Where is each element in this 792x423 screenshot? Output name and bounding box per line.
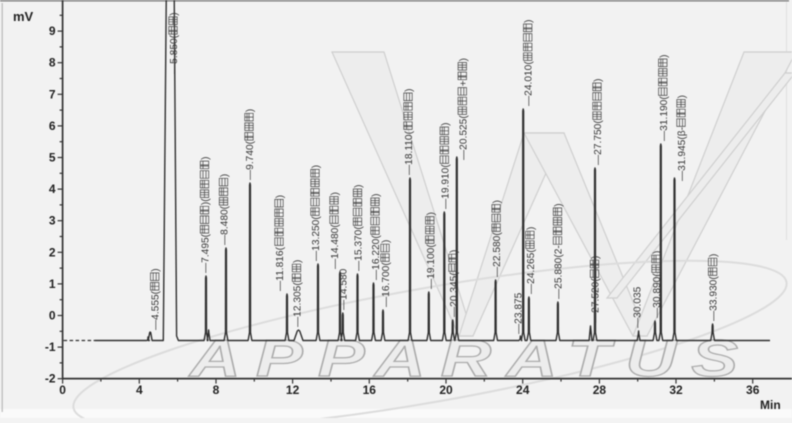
svg-text:): ) [275, 195, 286, 198]
svg-text:2: 2 [49, 245, 56, 259]
svg-text:—19.910(: —19.910( [440, 164, 451, 209]
svg-text:24: 24 [516, 383, 530, 397]
svg-text:—11.816(: —11.816( [275, 246, 286, 291]
svg-text:—33.930(: —33.930( [709, 276, 720, 321]
svg-text:9: 9 [49, 24, 56, 38]
svg-text:): ) [677, 95, 688, 98]
svg-text:12: 12 [286, 383, 300, 397]
svg-text:): ) [524, 19, 535, 22]
svg-text:): ) [354, 184, 365, 187]
svg-text:): ) [659, 54, 670, 57]
svg-text:): ) [449, 250, 460, 253]
svg-text:): ) [426, 212, 437, 215]
svg-text:—30.035: —30.035 [633, 286, 644, 328]
svg-text:—7.495(: —7.495( [201, 233, 212, 273]
svg-text:3: 3 [49, 214, 56, 228]
svg-text:—16.700(: —16.700( [381, 262, 392, 307]
svg-text:—24.265(: —24.265( [526, 249, 537, 294]
svg-text:—31.190(: —31.190( [659, 96, 670, 141]
svg-text:): ) [330, 192, 341, 195]
svg-text:): ) [404, 88, 415, 91]
svg-text:—9.740(: —9.740( [245, 140, 256, 180]
svg-text:36: 36 [746, 383, 760, 397]
svg-text:mV: mV [13, 9, 34, 24]
svg-text:-2: -2 [45, 372, 56, 386]
svg-text:7: 7 [49, 87, 56, 101]
svg-text:): ) [652, 251, 663, 254]
svg-text:—24.010(: —24.010( [524, 61, 535, 106]
svg-text:—18.110(: —18.110( [404, 130, 415, 175]
svg-text:—27.520(: —27.520( [591, 278, 602, 323]
svg-text:): ) [381, 240, 392, 243]
svg-text:—8.480(: —8.480( [220, 205, 231, 245]
svg-text:—22.580(: —22.580( [492, 232, 503, 277]
svg-text:): ) [201, 156, 212, 159]
svg-text:28: 28 [593, 383, 607, 397]
svg-text:6: 6 [49, 119, 56, 133]
svg-text:—30.890(: —30.890( [652, 273, 663, 318]
svg-text:—23.875: —23.875 [513, 292, 524, 334]
svg-text:): ) [311, 165, 322, 168]
svg-text:32: 32 [669, 383, 683, 397]
svg-text:8: 8 [213, 383, 220, 397]
svg-text:): ) [440, 122, 451, 125]
svg-text:): ) [492, 200, 503, 203]
svg-text:): ) [709, 254, 720, 257]
svg-text:+: + [458, 80, 469, 86]
svg-text:): ) [458, 58, 469, 61]
svg-text:—16.220(: —16.220( [371, 235, 382, 280]
svg-text:—31.945(β-: —31.945(β- [677, 127, 688, 181]
svg-text:—20.345(: —20.345( [449, 272, 460, 317]
svg-text:-1: -1 [45, 340, 56, 354]
svg-text:—27.750(: —27.750( [593, 120, 604, 165]
svg-text:—13.250(: —13.250( [311, 216, 322, 261]
svg-text:): ) [554, 203, 565, 206]
svg-text:8: 8 [49, 56, 56, 70]
svg-text:)(: )( [201, 198, 212, 205]
svg-text:): ) [591, 256, 602, 259]
svg-text:—19.100(: —19.100( [426, 244, 437, 289]
svg-text:—5.850(: —5.850( [169, 34, 180, 74]
svg-text:—20.525(: —20.525( [458, 115, 469, 160]
svg-text:4: 4 [49, 182, 56, 196]
svg-text:): ) [151, 268, 162, 271]
svg-text:5: 5 [49, 151, 56, 165]
svg-text:Min: Min [760, 398, 781, 412]
svg-text:—25.880(2-: —25.880(2- [554, 245, 565, 299]
svg-text:0: 0 [59, 383, 66, 397]
svg-text:—15.370(: —15.370( [354, 226, 365, 271]
svg-text:—14.480(: —14.480( [330, 224, 341, 269]
svg-text:): ) [245, 109, 256, 112]
svg-text:1: 1 [49, 277, 56, 291]
svg-text:): ) [371, 193, 382, 196]
svg-text:—12.305(: —12.305( [293, 282, 304, 327]
svg-text:): ) [220, 174, 231, 177]
svg-text:): ) [169, 12, 180, 15]
svg-text:): ) [293, 260, 304, 263]
svg-text:16: 16 [363, 383, 377, 397]
svg-text:): ) [593, 78, 604, 81]
svg-text:—4.555(: —4.555( [151, 290, 162, 330]
svg-text:—14.580: —14.580 [339, 268, 350, 310]
svg-text:4: 4 [136, 383, 143, 397]
svg-text:): ) [526, 227, 537, 230]
svg-text:0: 0 [49, 309, 56, 323]
svg-text:20: 20 [439, 383, 453, 397]
